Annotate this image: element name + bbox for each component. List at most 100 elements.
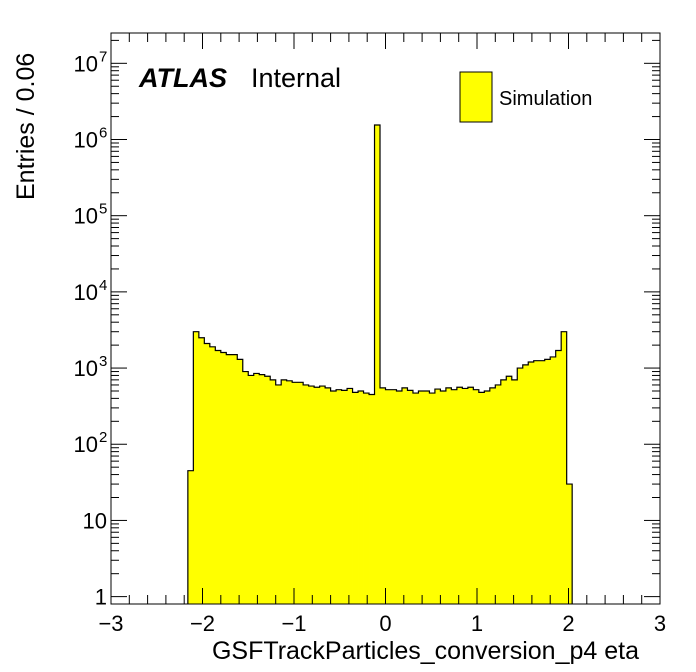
histogram-bar: [522, 364, 529, 604]
y-tick-label-exponent: 7: [99, 48, 107, 65]
y-tick-label-exponent: 6: [99, 125, 107, 142]
internal-label: Internal: [251, 63, 341, 93]
histogram-bar: [363, 393, 370, 604]
histogram-bar: [489, 387, 496, 604]
histogram-bar: [231, 354, 238, 604]
histogram-bar: [539, 360, 546, 604]
histogram-bar: [511, 379, 518, 604]
histogram-bar: [198, 337, 205, 604]
histogram-bar: [566, 484, 573, 604]
histogram-bar: [484, 390, 491, 604]
histogram-bar: [550, 356, 557, 604]
histogram-bar: [456, 387, 463, 604]
histogram-bar: [418, 390, 425, 604]
histogram-bar: [281, 379, 288, 604]
y-tick-label: 10: [74, 204, 98, 229]
histogram-bar: [193, 331, 200, 604]
histogram-bar: [407, 390, 414, 604]
histogram-bar: [314, 387, 321, 604]
y-tick-label-exponent: 5: [99, 201, 107, 218]
histogram-bar: [374, 125, 381, 604]
histogram-bar: [248, 375, 255, 604]
histogram-bar: [445, 387, 452, 604]
histogram-bar: [506, 376, 513, 604]
histogram-bar: [385, 389, 392, 604]
histogram-bar: [237, 359, 244, 604]
histogram-bar: [187, 470, 194, 604]
histogram-bar: [341, 390, 348, 604]
legend-entry-simulation: Simulation: [499, 88, 592, 110]
histogram-bar: [308, 386, 315, 604]
histogram-bar: [358, 390, 364, 604]
histogram-bar: [270, 379, 277, 604]
y-tick-label-exponent: 2: [99, 429, 107, 446]
histogram-bar: [215, 350, 222, 604]
histogram-bar: [303, 384, 310, 604]
x-tick-label: −2: [190, 611, 215, 636]
axis-ticks: [110, 33, 661, 604]
x-tick-label: 2: [562, 611, 574, 636]
histogram-bar: [396, 390, 403, 604]
histogram-bar: [390, 389, 397, 604]
y-tick-label: 10: [74, 280, 98, 305]
legend: Simulation: [459, 71, 592, 123]
histogram-bar: [473, 389, 480, 604]
x-tick-label: −1: [281, 611, 306, 636]
histogram-bar: [286, 380, 293, 604]
histogram-bar: [226, 354, 233, 604]
histogram-bar: [561, 331, 568, 604]
x-tick-label: 1: [471, 611, 483, 636]
x-tick-label: −3: [98, 611, 123, 636]
histogram-bar: [380, 387, 386, 604]
y-tick-label: 10: [74, 432, 98, 457]
y-tick-label: 10: [74, 51, 98, 76]
histogram-bar: [533, 360, 540, 604]
histogram-bar: [528, 362, 535, 604]
histogram-bar: [319, 386, 326, 604]
y-tick-label-exponent: 4: [99, 277, 107, 294]
histogram-bar: [297, 382, 304, 604]
histogram-bar: [347, 388, 353, 604]
x-tick-label: 3: [654, 611, 666, 636]
histogram-bar: [462, 388, 469, 604]
y-tick-label: 10: [74, 356, 98, 381]
x-axis-label: GSFTrackParticles_conversion_p4 eta: [212, 637, 639, 665]
histogram-bar: [292, 382, 299, 604]
histogram-bar: [544, 359, 551, 604]
y-tick-label: 1: [95, 585, 107, 610]
histogram-outline: [187, 124, 573, 604]
histogram-bar: [369, 394, 375, 604]
atlas-label: ATLAS: [138, 63, 227, 93]
histogram-bar: [440, 390, 447, 604]
histogram-bar: [500, 379, 507, 604]
histogram-bar: [517, 368, 524, 604]
y-tick-label-exponent: 3: [99, 353, 107, 370]
legend-swatch: [459, 71, 493, 123]
y-tick-label: 10: [74, 128, 98, 153]
histogram-bar: [434, 389, 441, 604]
histogram-bar: [330, 390, 337, 604]
histogram-bar: [336, 389, 342, 604]
y-tick-label: 10: [83, 508, 107, 533]
x-tick-label: 0: [379, 611, 391, 636]
histogram-bar: [467, 387, 474, 604]
histogram-bar: [478, 392, 485, 604]
y-axis-label: Entries / 0.06: [12, 53, 40, 200]
histogram-bar: [451, 389, 458, 604]
histogram-bars: [187, 124, 573, 604]
histogram-bar: [209, 346, 216, 604]
histogram-bar: [253, 373, 260, 604]
histogram-bar: [412, 393, 419, 604]
histogram-bar: [555, 350, 562, 604]
histogram-bar: [275, 384, 282, 604]
histogram-bar: [264, 376, 271, 604]
histogram-bar: [325, 387, 331, 604]
histogram-bar: [242, 371, 249, 604]
histogram-bar: [495, 384, 502, 604]
x-tick-labels: −3 −2 −1 0 1 2 3: [98, 611, 666, 636]
histogram-bar: [352, 392, 359, 604]
histogram-bar: [401, 387, 408, 604]
histogram-bar: [429, 393, 436, 604]
